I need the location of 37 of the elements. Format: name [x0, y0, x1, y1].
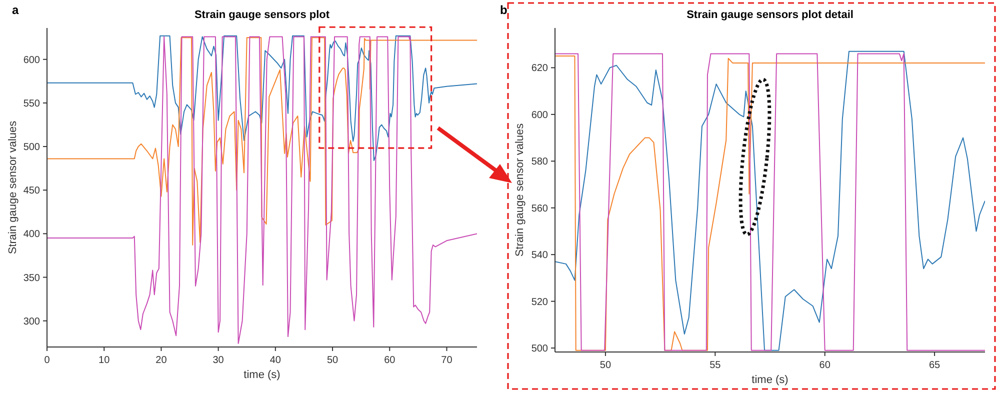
chart-title: Strain gauge sensors plot detail: [686, 9, 854, 21]
line-series: [47, 36, 477, 344]
x-tick-label: 50: [600, 360, 612, 371]
y-tick-label: 350: [23, 272, 40, 284]
y-axis-title: Strain gauge sensor values: [514, 122, 526, 257]
y-tick-label: 540: [531, 250, 548, 262]
y-tick-label: 600: [531, 110, 548, 121]
y-tick-label: 550: [23, 98, 40, 110]
x-tick-label: 10: [98, 355, 110, 366]
y-tick-label: 580: [531, 156, 548, 168]
y-tick-label: 300: [23, 316, 40, 328]
x-tick-label: 30: [212, 355, 224, 366]
line-series: [47, 35, 477, 161]
x-tick-label: 60: [384, 355, 396, 366]
y-tick-label: 450: [23, 186, 40, 197]
x-tick-label: 70: [441, 355, 453, 366]
line-series: [47, 37, 477, 246]
y-tick-label: 400: [23, 229, 40, 240]
y-tick-label: 500: [531, 344, 548, 355]
text: b: [500, 3, 508, 17]
y-tick-label: 520: [531, 296, 548, 308]
x-tick-label: 40: [270, 355, 282, 366]
y-tick-label: 600: [23, 54, 40, 66]
x-tick-label: 65: [928, 360, 941, 371]
x-tick-label: 0: [44, 355, 50, 366]
x-axis-title: time (s): [752, 374, 788, 386]
y-tick-label: 500: [23, 142, 40, 154]
y-tick-label: 560: [531, 203, 548, 214]
chart-title: Strain gauge sensors plot: [194, 9, 330, 21]
x-tick-label: 50: [326, 355, 339, 366]
x-axis-title: time (s): [244, 369, 280, 381]
x-tick-label: 20: [156, 355, 168, 366]
x-tick-label: 60: [819, 360, 831, 371]
x-tick-label: 55: [710, 360, 722, 371]
y-tick-label: 620: [531, 63, 548, 74]
y-axis-title: Strain gauge sensor values: [7, 120, 19, 254]
text: a: [12, 3, 19, 17]
